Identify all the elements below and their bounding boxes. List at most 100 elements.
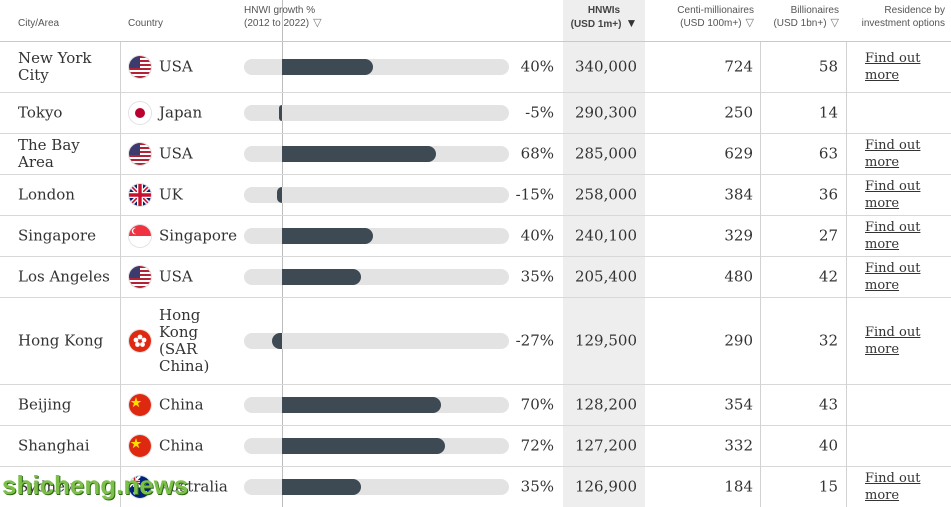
growth-value: 68% xyxy=(520,144,554,163)
header-city[interactable]: City/Area xyxy=(18,18,60,29)
table-row: Tokyo Japan -5% 290,300 250 14 xyxy=(0,93,951,134)
billionaires-value: 32 xyxy=(818,331,838,350)
hnwi-value: 290,300 xyxy=(574,103,637,122)
china-flag-icon xyxy=(128,434,152,458)
growth-bar xyxy=(282,269,362,285)
growth-value: 35% xyxy=(520,477,554,496)
centi-millionaires-value: 250 xyxy=(724,103,753,122)
table-row: The Bay Area USA 68% 285,000 629 63 Find out m… xyxy=(0,134,951,175)
billionaires-value: 40 xyxy=(818,436,838,455)
usa-flag-icon xyxy=(128,55,152,79)
growth-value: -15% xyxy=(515,185,554,204)
header-hnwi[interactable]: HNWIs (USD 1m+) ▼ xyxy=(563,4,645,31)
sort-triangle-icon[interactable]: ▽ xyxy=(745,17,754,29)
city-name: Los Angeles xyxy=(18,267,110,286)
growth-bar xyxy=(282,397,441,413)
header-billionaires[interactable]: Billionaires (USD 1bn+) ▽ xyxy=(773,4,839,30)
header-hnwi-label: HNWIs xyxy=(587,5,621,16)
country-name: China xyxy=(159,395,204,414)
header-growth[interactable]: HNWI growth % (2012 to 2022) ▽ xyxy=(244,4,322,30)
growth-bar xyxy=(282,228,373,244)
country-name: Singapore xyxy=(159,226,237,245)
find-out-more-link[interactable]: Find out more xyxy=(865,325,921,357)
header-residence: Residence by investment options xyxy=(862,4,945,30)
usa-flag-icon xyxy=(128,265,152,289)
australia-flag-icon xyxy=(128,475,152,499)
table-header: City/Area Country HNWI growth % (2012 to… xyxy=(0,0,951,42)
billionaires-value: 42 xyxy=(818,267,838,286)
column-divider xyxy=(760,42,761,507)
country-name: Australia xyxy=(159,477,228,496)
city-name: The Bay Area xyxy=(18,136,80,171)
billionaires-value: 14 xyxy=(818,103,838,122)
header-bill-label: Billionaires xyxy=(790,5,839,16)
header-centi-sublabel: (USD 100m+) xyxy=(680,18,742,29)
centi-millionaires-value: 629 xyxy=(724,144,753,163)
centi-millionaires-value: 332 xyxy=(724,436,753,455)
header-growth-sublabel: (2012 to 2022) xyxy=(244,18,310,29)
header-growth-label: HNWI growth % xyxy=(244,5,316,16)
city-name: Sydney xyxy=(18,477,74,496)
growth-bar xyxy=(282,438,446,454)
header-hnwi-sublabel: (USD 1m+) xyxy=(570,19,622,30)
city-name: Beijing xyxy=(18,395,72,414)
table-row: Shanghai China 72% 127,200 332 40 xyxy=(0,426,951,467)
table-row: Hong Kong Hong Kong (SAR China) -27% 129,50… xyxy=(0,298,951,385)
header-country[interactable]: Country xyxy=(128,18,164,29)
china-flag-icon xyxy=(128,393,152,417)
hnwi-value: 340,000 xyxy=(574,57,637,76)
country-name: Hong Kong (SAR China) xyxy=(159,306,210,375)
header-res-sublabel: investment options xyxy=(861,18,945,29)
city-name: Singapore xyxy=(18,226,96,245)
centi-millionaires-value: 480 xyxy=(724,267,753,286)
city-name: Tokyo xyxy=(18,103,63,122)
table-row: Sydney Australia 35% 126,900 184 15 Find out m… xyxy=(0,467,951,507)
singapore-flag-icon xyxy=(128,224,152,248)
header-centi[interactable]: Centi-millionaires (USD 100m+) ▽ xyxy=(677,4,754,30)
sort-triangle-icon[interactable]: ▽ xyxy=(830,17,839,29)
centi-millionaires-value: 184 xyxy=(724,477,753,496)
country-name: China xyxy=(159,436,204,455)
find-out-more-link[interactable]: Find out more xyxy=(865,471,921,503)
find-out-more-link[interactable]: Find out more xyxy=(865,51,921,83)
hnwi-value: 129,500 xyxy=(574,331,637,350)
table-row: New York City USA 40% 340,000 724 58 Find out … xyxy=(0,42,951,93)
growth-value: 40% xyxy=(520,57,554,76)
country-name: Japan xyxy=(159,103,203,122)
sort-triangle-icon[interactable]: ▽ xyxy=(313,17,322,29)
growth-value: 72% xyxy=(520,436,554,455)
table-row: Singapore Singapore 40% 240,100 329 27 Find ou… xyxy=(0,216,951,257)
country-name: USA xyxy=(159,144,193,163)
hong-kong-flag-icon xyxy=(128,329,152,353)
hnwi-value: 205,400 xyxy=(574,267,637,286)
city-name: New York City xyxy=(18,49,92,84)
country-name: USA xyxy=(159,267,193,286)
growth-value: -27% xyxy=(515,331,554,350)
billionaires-value: 58 xyxy=(818,57,838,76)
city-name: Shanghai xyxy=(18,436,90,455)
table-row: Beijing China 70% 128,200 354 43 xyxy=(0,385,951,426)
table-row: Los Angeles USA 35% 205,400 480 42 Find out mo… xyxy=(0,257,951,298)
hnwi-value: 128,200 xyxy=(574,395,637,414)
city-name: London xyxy=(18,185,75,204)
country-name: UK xyxy=(159,185,183,204)
growth-value: -5% xyxy=(525,103,554,122)
growth-bar xyxy=(282,59,373,75)
centi-millionaires-value: 354 xyxy=(724,395,753,414)
hnwi-value: 240,100 xyxy=(574,226,637,245)
find-out-more-link[interactable]: Find out more xyxy=(865,138,921,170)
sort-active-triangle-icon[interactable]: ▼ xyxy=(625,16,638,30)
growth-bar xyxy=(282,146,437,162)
find-out-more-link[interactable]: Find out more xyxy=(865,179,921,211)
japan-flag-icon xyxy=(128,101,152,125)
column-divider xyxy=(120,42,121,507)
growth-bar-track xyxy=(244,187,509,203)
find-out-more-link[interactable]: Find out more xyxy=(865,220,921,252)
find-out-more-link[interactable]: Find out more xyxy=(865,261,921,293)
hnwi-value: 126,900 xyxy=(574,477,637,496)
hnwi-value: 258,000 xyxy=(574,185,637,204)
usa-flag-icon xyxy=(128,142,152,166)
growth-value: 40% xyxy=(520,226,554,245)
uk-flag-icon xyxy=(128,183,152,207)
hnwi-value: 285,000 xyxy=(574,144,637,163)
